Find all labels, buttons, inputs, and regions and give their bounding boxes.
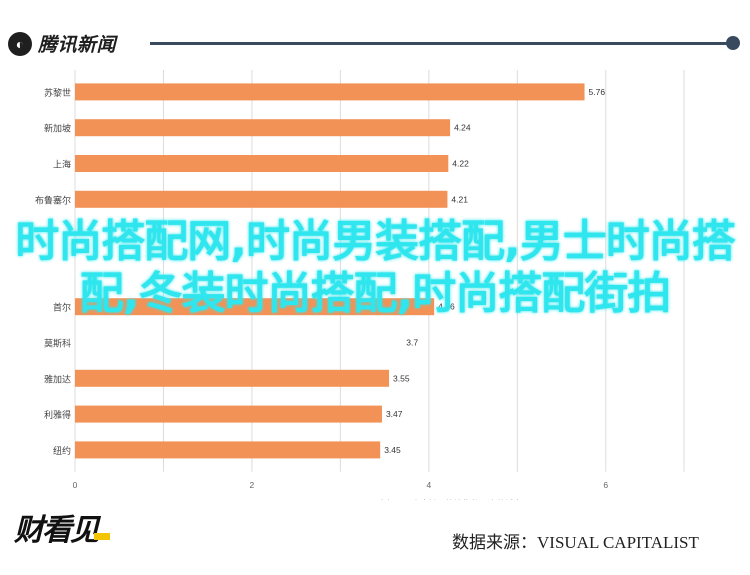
- tencent-news-logo-icon: ◐: [8, 31, 32, 56]
- category-label: 纽约: [53, 445, 71, 457]
- x-axis-label: 中杯星巴克拿铁价格比指数最高的城市: [378, 499, 523, 500]
- x-tick-label: 2: [250, 480, 255, 490]
- source-text: 数据来源：VISUAL CAPITALIST: [452, 533, 699, 552]
- tencent-news-logo[interactable]: ◐ 腾讯新闻: [8, 30, 116, 57]
- bar: [75, 119, 451, 137]
- data-label: 3.7: [406, 338, 418, 348]
- bar: [75, 190, 448, 208]
- category-label: 首尔: [53, 302, 71, 314]
- bar-chart: 苏黎世 5.76 新加坡 4.24 上海 4.22 布鲁塞尔 4.21 首尔 4.06 莫斯科 3.7…: [35, 70, 685, 500]
- data-label: 4.24: [454, 123, 471, 133]
- bar: [75, 155, 449, 172]
- logo-text: 腾讯新闻: [38, 35, 117, 56]
- bar: [75, 369, 390, 387]
- data-label: 3.47: [386, 409, 403, 419]
- category-label: 雅加达: [44, 373, 71, 385]
- x-tick-label: 0: [73, 480, 78, 490]
- data-label: 4.06: [438, 302, 455, 312]
- overlay-title: 时尚搭配网,时尚男装搭配,男士时尚搭配,冬装时尚搭配,时尚搭配街拍: [15, 216, 735, 319]
- bar: [75, 83, 585, 101]
- header-dot: [726, 36, 740, 50]
- bar: [75, 441, 381, 459]
- category-label: 上海: [53, 159, 71, 171]
- category-label: 利雅得: [44, 409, 71, 421]
- category-label: 苏黎世: [44, 87, 71, 99]
- header: ◐ 腾讯新闻: [0, 0, 750, 70]
- data-label: 4.22: [452, 159, 469, 169]
- data-label: 4.21: [451, 194, 468, 204]
- category-label: 莫斯科: [44, 338, 71, 350]
- data-label: 3.45: [384, 445, 401, 455]
- bottom-logo-text: 财看见: [14, 514, 100, 547]
- x-tick-label: 6: [603, 480, 608, 490]
- logo-accent: [94, 533, 110, 540]
- data-label: 5.76: [589, 87, 606, 97]
- bar: [75, 405, 382, 423]
- caikanjian-logo: 财看见: [14, 505, 110, 549]
- category-label: 布鲁塞尔: [35, 194, 71, 206]
- header-divider: [150, 42, 730, 45]
- x-tick-label: 4: [426, 480, 431, 490]
- data-label: 3.55: [393, 373, 410, 383]
- bar: [75, 298, 435, 316]
- category-label: 新加坡: [44, 123, 71, 135]
